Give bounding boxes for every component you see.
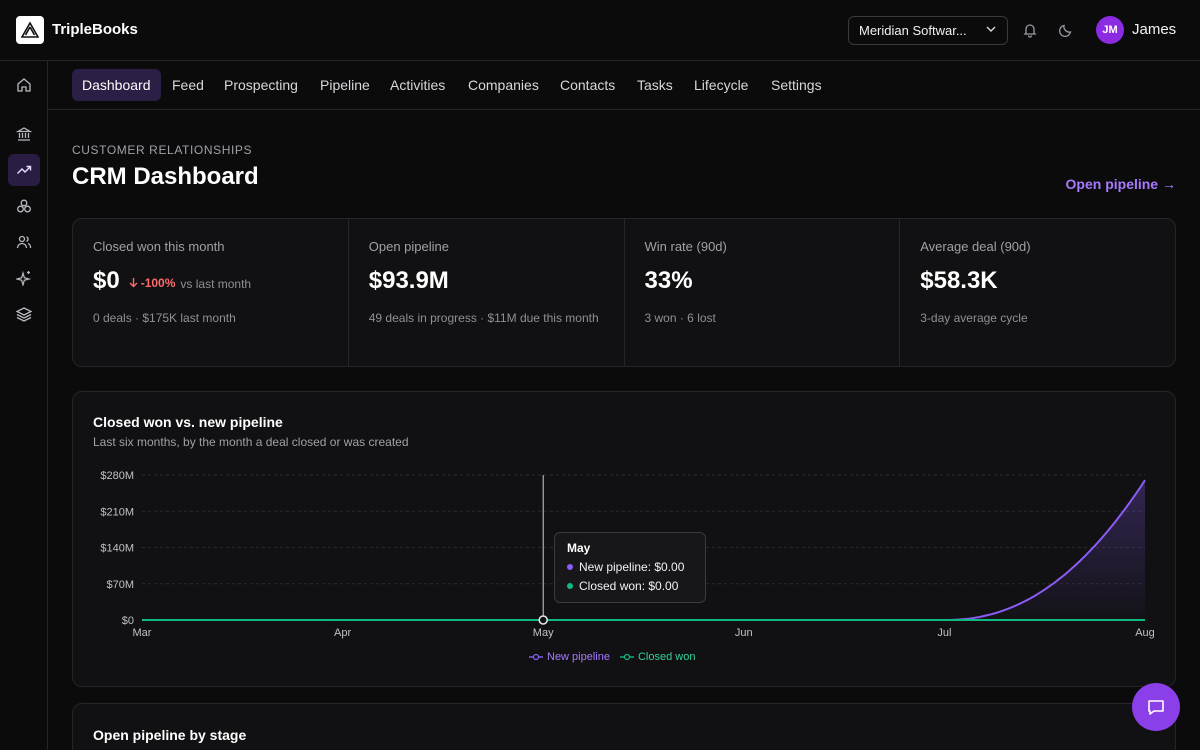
page-eyebrow: CUSTOMER RELATIONSHIPS <box>72 143 253 157</box>
tab-prospecting[interactable]: Prospecting <box>224 77 298 93</box>
stat-closed-won: Closed won this month $0 -100% vs last m… <box>73 219 349 366</box>
tab-contacts[interactable]: Contacts <box>560 77 616 93</box>
tooltip-title: May <box>567 541 591 555</box>
layers-icon <box>16 307 32 322</box>
tab-companies[interactable]: Companies <box>468 77 539 93</box>
users-icon <box>16 235 32 249</box>
tab-activities[interactable]: Activities <box>390 77 446 93</box>
boxes-icon <box>17 199 31 213</box>
stats-panel: Closed won this month $0 -100% vs last m… <box>72 218 1176 367</box>
sparkles-icon <box>16 270 32 286</box>
chat-button[interactable] <box>1132 683 1180 731</box>
sidebar-item-sparkles[interactable] <box>8 262 40 294</box>
x-tick-label: Jul <box>937 627 951 639</box>
chart-card: Closed won vs. new pipeline Last six mon… <box>72 391 1176 687</box>
legend-item-won[interactable]: Closed won <box>619 651 696 663</box>
x-tick-label: Aug <box>1135 627 1155 639</box>
chat-icon <box>1148 700 1164 715</box>
chart-subtitle: Last six months, by the month a deal clo… <box>93 435 409 449</box>
stat-value: $58.3K <box>920 267 998 294</box>
chart[interactable]: $0 $70M $140M $210M $280M Mar Apr May Jun Jul Aug <box>73 392 1177 688</box>
stat-label: Closed won this month <box>93 239 225 254</box>
stat-label: Open pipeline <box>368 239 449 254</box>
y-tick-label: $210M <box>100 506 134 518</box>
stat-change: -100% <box>128 275 176 290</box>
stat-win-rate: Win rate (90d) 33% 3 won · 6 lost <box>625 219 901 366</box>
tooltip-dot-pipeline <box>567 564 573 570</box>
active-point <box>538 615 548 625</box>
tab-lifecycle[interactable]: Lifecycle <box>694 77 749 93</box>
series-area-new-pipeline <box>142 480 1145 620</box>
stat-note: 3 won · 6 lost <box>644 311 716 325</box>
stat-note: 49 deals in progress · $11M due this mon… <box>368 311 599 325</box>
stage-card-title: Open pipeline by stage <box>93 727 247 743</box>
tab-feed[interactable]: Feed <box>172 77 204 93</box>
tooltip-row-won: Closed won: $0.00 <box>579 579 679 593</box>
bank-icon <box>16 127 32 141</box>
tab-settings[interactable]: Settings <box>771 77 822 93</box>
bell-icon[interactable] <box>1020 20 1040 40</box>
legend-label-pipeline: New pipeline <box>547 651 610 663</box>
stat-value: 33% <box>644 267 693 294</box>
x-tick-label: Mar <box>133 627 152 639</box>
y-tick-label: $70M <box>106 579 134 591</box>
y-tick-label: $280M <box>100 470 134 482</box>
chart-tooltip: May New pipeline: $0.00 Closed won: $0.0… <box>554 532 706 603</box>
y-tick-label: $0 <box>122 615 134 627</box>
x-tick-label: May <box>533 627 554 639</box>
chart-title: Closed won vs. new pipeline <box>93 414 283 430</box>
stat-average-deal: Average deal (90d) $58.3K 3-day average … <box>900 219 1175 366</box>
sidebar-item-trending[interactable] <box>8 154 40 186</box>
tab-bar: Dashboard Feed Prospecting Pipeline Acti… <box>48 61 1200 110</box>
tooltip-row-pipeline: New pipeline: $0.00 <box>579 560 685 574</box>
stage-card: Open pipeline by stage <box>72 703 1176 750</box>
stat-open-pipeline: Open pipeline $93.9M 49 deals in progres… <box>349 219 625 366</box>
sidebar <box>0 61 48 750</box>
moon-icon[interactable] <box>1056 20 1076 40</box>
trending-up-icon <box>17 165 32 174</box>
top-bar: TripleBooks Meridian Softwar... JM James <box>0 0 1200 61</box>
sidebar-item-home[interactable] <box>8 69 40 101</box>
app-name: TripleBooks <box>52 21 138 38</box>
stat-label: Average deal (90d) <box>920 239 1031 254</box>
tab-dashboard[interactable]: Dashboard <box>72 69 161 101</box>
home-icon <box>17 78 31 92</box>
page-title: CRM Dashboard <box>72 163 259 190</box>
chart-legend: New pipeline Closed won <box>529 651 705 663</box>
stat-change-value: -100% <box>140 275 176 290</box>
stat-note: 0 deals · $175K last month <box>93 311 236 325</box>
sidebar-item-layers[interactable] <box>8 298 40 330</box>
arrow-down-icon <box>129 278 138 288</box>
logo-icon[interactable] <box>16 16 44 44</box>
tab-pipeline[interactable]: Pipeline <box>320 77 370 93</box>
stat-vs: vs last month <box>180 277 252 291</box>
y-tick-label: $140M <box>100 543 134 555</box>
tab-tasks[interactable]: Tasks <box>637 77 673 93</box>
avatar[interactable]: JM <box>1096 16 1124 44</box>
organization-select[interactable]: Meridian Softwar... <box>848 16 1008 45</box>
legend-label-won: Closed won <box>637 651 696 663</box>
stat-label: Win rate (90d) <box>644 239 727 254</box>
tooltip-dot-won <box>567 583 573 589</box>
open-pipeline-link[interactable]: Open pipeline → <box>1065 176 1176 192</box>
sidebar-item-boxes[interactable] <box>8 190 40 222</box>
sidebar-item-bank[interactable] <box>8 118 40 150</box>
chevron-down-icon <box>985 23 997 38</box>
stat-note: 3-day average cycle <box>920 311 1028 325</box>
x-tick-label: Jun <box>735 627 753 639</box>
x-tick-label: Apr <box>334 627 351 639</box>
user-name[interactable]: James <box>1132 21 1177 38</box>
sidebar-item-users[interactable] <box>8 226 40 258</box>
organization-select-value: Meridian Softwar... <box>859 23 967 38</box>
stat-value: $93.9M <box>368 267 449 294</box>
legend-item-pipeline[interactable]: New pipeline <box>529 651 610 663</box>
stat-value: $0 <box>93 267 120 294</box>
